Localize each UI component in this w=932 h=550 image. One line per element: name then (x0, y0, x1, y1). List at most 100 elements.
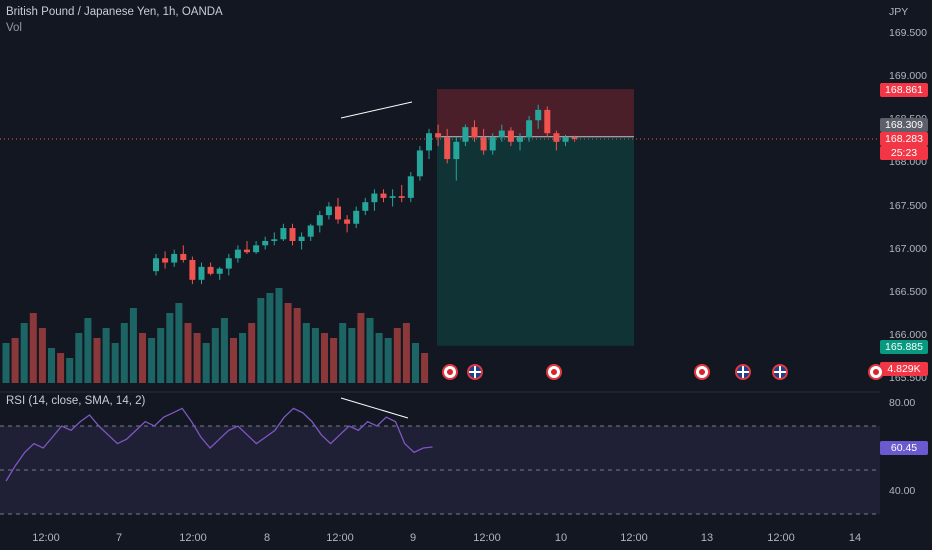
volume-bar (375, 333, 383, 383)
countdown-badge: 25:23 (880, 146, 928, 160)
japan-flag-icon[interactable] (694, 364, 710, 380)
candle-body (498, 130, 505, 138)
rsi-pane (0, 407, 880, 515)
price-tick-label: 166.000 (889, 328, 927, 341)
time-tick-label: 14 (848, 532, 862, 544)
volume-bar (29, 313, 37, 383)
candle-body (316, 215, 323, 226)
volume-bar (220, 318, 228, 383)
volume-bar (193, 333, 201, 383)
volume-bar (239, 333, 247, 383)
entry-badge: 168.309 (880, 118, 928, 132)
uk-flag-icon[interactable] (735, 364, 751, 380)
candle-body (289, 228, 296, 241)
candle-body (544, 109, 551, 134)
take-profit-badge: 168.861 (880, 83, 928, 97)
candle-body (407, 176, 414, 198)
candle-body (335, 206, 341, 220)
candle-body (207, 266, 214, 274)
take-profit-zone (437, 136, 634, 346)
candle-body (198, 266, 205, 280)
candle-body (307, 225, 314, 237)
volume-bar (139, 333, 146, 383)
time-tick-label: 12:00 (326, 532, 354, 544)
rsi-line (5, 407, 433, 482)
volume-bar (412, 343, 419, 383)
volume-bar (75, 333, 83, 383)
candle-body (480, 137, 487, 151)
candle-body (362, 202, 369, 211)
candle-body (262, 241, 269, 246)
candle-body (325, 206, 332, 216)
rsi-divergence-line (340, 397, 409, 419)
volume-bar (393, 328, 401, 383)
volume-bar (348, 328, 356, 383)
volume-bar (66, 358, 74, 383)
time-tick-label: 12:00 (767, 532, 795, 544)
volume-bar (311, 328, 319, 383)
volume-bar (129, 308, 137, 383)
volume-bar (84, 318, 92, 383)
volume-bar (330, 338, 338, 383)
volume-bar (111, 343, 119, 383)
time-tick-label: 13 (700, 532, 714, 544)
volume-bar (302, 323, 310, 383)
candle-body (253, 245, 260, 253)
volume-bar (275, 288, 283, 383)
candle-body (426, 133, 432, 151)
volume-bar (357, 313, 365, 383)
candle-body (571, 137, 578, 139)
rsi-tick-label: 80.00 (889, 397, 916, 409)
candle-body (553, 133, 560, 142)
volume-bar (184, 323, 192, 383)
volume-bar (166, 313, 174, 383)
symbol-title: British Pound / Japanese Yen, 1h, OANDA (6, 6, 223, 18)
volume-bar (38, 328, 46, 383)
candle-body (162, 258, 169, 263)
volume-bar (321, 333, 328, 383)
volume-bar (48, 348, 55, 383)
volume-bar (93, 338, 101, 383)
volume-bar (11, 338, 19, 383)
time-tick-label: 7 (115, 532, 123, 544)
candle-body (271, 239, 278, 241)
time-tick-label: 12:00 (179, 532, 207, 544)
volume-bar (421, 353, 429, 383)
stop-badge: 165.885 (880, 340, 928, 354)
japan-flag-icon[interactable] (546, 364, 562, 380)
volume-bar (175, 303, 183, 383)
currency-label: JPY (889, 6, 909, 18)
volume-bar (202, 343, 210, 383)
candle-body (444, 137, 451, 160)
uk-flag-icon[interactable] (467, 364, 483, 380)
candles (153, 104, 578, 285)
volume-bar (293, 308, 301, 383)
candle-body (353, 210, 360, 224)
candle-body (344, 219, 351, 224)
japan-flag-icon[interactable] (868, 364, 884, 380)
candle-body (280, 228, 287, 240)
candle-body (489, 137, 496, 151)
volume-bar (120, 323, 128, 383)
time-tick-label: 12:00 (620, 532, 648, 544)
current-price-badge: 168.283 (880, 132, 928, 146)
volume-bar (2, 343, 10, 383)
candle-body (189, 259, 196, 280)
japan-flag-icon[interactable] (442, 364, 458, 380)
price-tick-label: 169.500 (889, 27, 927, 39)
volume-bar (57, 353, 65, 383)
volume-bar (248, 323, 256, 383)
candle-body (462, 127, 469, 142)
candle-body (389, 196, 396, 198)
candle-body (380, 193, 387, 198)
volume-bar (384, 338, 392, 383)
divergence-lines (340, 101, 413, 419)
time-tick-label: 8 (263, 532, 271, 544)
volume-bar (366, 318, 374, 383)
price-divergence-line (340, 101, 413, 119)
volume-bar (339, 323, 347, 383)
uk-flag-icon[interactable] (772, 364, 788, 380)
candle-body (180, 253, 187, 260)
time-tick-label: 12:00 (473, 532, 501, 544)
